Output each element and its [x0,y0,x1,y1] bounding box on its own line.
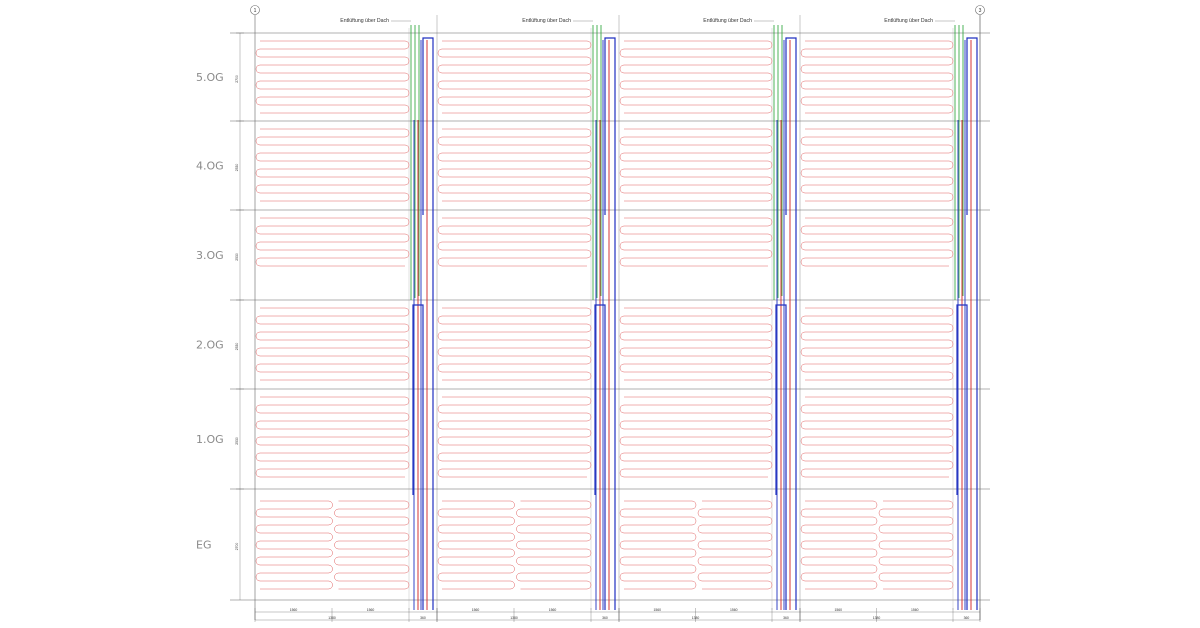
floor-height-dim: 2530 [235,164,239,172]
heating-loop [255,396,410,478]
heating-loop [800,307,954,381]
heating-loop [334,500,410,590]
riser-loop-mid [412,304,424,610]
bay-dim-shaft: 360 [602,616,608,620]
riser-loop-mid [775,304,787,610]
axis-bubble-label: 1 [254,8,257,14]
heating-loop [800,40,954,114]
bay-dim-shaft: 360 [964,616,970,620]
heating-loop [619,500,697,590]
vent-note: Entlüftung über Dach [884,18,933,24]
heating-loops-layer [255,40,954,590]
bay-dim-left: 1560 [834,608,842,612]
floor-label-5og: 5.OG [196,71,224,84]
heating-loop [255,307,410,381]
heating-loop [697,500,773,590]
heating-loop [619,307,773,381]
axis-bubble-circle [250,5,260,15]
heating-loop [619,217,773,267]
heating-loop [516,500,592,590]
axis-bubble: 1 [250,5,260,15]
riser-loop-top [785,37,797,610]
heating-loop [619,40,773,114]
floor-label-3og: 3.OG [196,249,224,262]
bay-dim-left: 1560 [290,608,298,612]
floor-height-dim: 2530 [235,437,239,445]
riser-loop-top [422,37,434,610]
vent-note: Entlüftung über Dach [522,18,571,24]
vent-note: Entlüftung über Dach [340,18,389,24]
heating-loop [619,396,773,478]
riser-loop-top [604,37,616,610]
floor-height-dim: 2530 [235,253,239,261]
vent-note: Entlüftung über Dach [703,18,752,24]
riser-loop-mid [956,304,968,610]
heating-loop [437,396,592,478]
heating-loop [800,500,878,590]
bay-dim-shaft: 360 [420,616,426,620]
heating-loop [437,500,515,590]
heating-loop [800,217,954,267]
bay-dim-right: 1560 [911,608,919,612]
labels-layer: 1 3 Entlüftung über Dach Entlüftung über Da… [196,5,985,552]
floor-label-2og: 2.OG [196,339,224,352]
heating-loop [437,307,592,381]
axis-bubble-label: 3 [979,8,982,14]
heating-loop [255,500,333,590]
riser-pipes-layer [410,25,978,610]
floor-label-4og: 4.OG [196,160,224,173]
riser-loop-top [966,37,978,610]
heating-loop [800,396,954,478]
heating-loop [619,128,773,202]
axis-bubble: 3 [975,5,985,15]
heating-loop [878,500,954,590]
riser-loop-mid [594,304,606,610]
heating-loop [437,128,592,202]
bay-dim-right: 1560 [730,608,738,612]
floor-height-dim: 2530 [235,343,239,351]
axis-bubble-circle [975,5,985,15]
bay-dim-left: 1560 [653,608,661,612]
floor-height-dim: 2700 [235,543,239,551]
bay-dim-shaft: 360 [783,616,789,620]
heating-loop [800,128,954,202]
bay-dim-left: 1560 [472,608,480,612]
heating-loop [255,217,410,267]
floor-label-eg: EG [196,539,211,552]
heating-loop [437,40,592,114]
heating-loop [255,128,410,202]
heating-loop [255,40,410,114]
heating-loop [437,217,592,267]
bay-dim-right: 1560 [549,608,557,612]
floor-height-dim: 2700 [235,75,239,83]
bay-dim-right: 1560 [367,608,375,612]
floor-label-1og: 1.OG [196,433,224,446]
frame-layer [230,15,990,620]
